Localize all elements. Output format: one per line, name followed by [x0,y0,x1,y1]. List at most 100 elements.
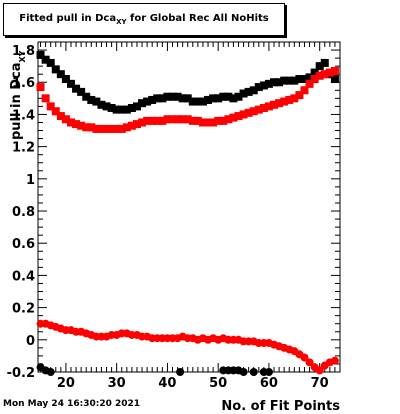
data-point [127,104,136,112]
data-point [158,116,167,125]
data-point [61,75,70,84]
data-point [209,94,218,103]
data-point [244,87,253,96]
series-4 [36,363,273,376]
data-point [41,55,50,64]
data-point [209,118,218,127]
data-point [168,115,177,124]
data-point [122,105,131,114]
data-point [183,94,192,103]
data-point [143,116,152,125]
svg-text:pull in DcaXY: pull in DcaXY [9,50,27,140]
data-point [315,62,324,71]
data-point [264,102,273,111]
data-point [280,76,289,85]
data-point [117,124,126,133]
data-point [193,116,202,125]
data-point [315,71,324,80]
data-point [214,116,223,125]
data-point [229,94,238,103]
data-point [97,100,106,109]
data-point [176,368,185,376]
data-point [259,81,268,90]
y-tick-label: 0.6 [12,237,35,252]
data-point [148,116,157,125]
data-point [112,105,121,114]
data-point [264,368,273,376]
data-point [61,115,70,124]
data-point [77,87,86,96]
plot-frame [37,41,341,373]
data-point [97,124,106,133]
y-tick-label: 0.8 [12,205,35,220]
data-point [285,95,294,104]
data-point [122,123,131,132]
data-point [219,92,228,101]
data-point [310,68,319,77]
data-point [188,116,197,125]
x-axis-label: No. of Fit Points [221,399,340,414]
data-point [300,353,309,362]
data-point [234,92,243,101]
data-point [178,94,187,103]
data-point [254,105,263,114]
data-point [275,78,284,87]
data-point [290,76,299,85]
data-point [46,102,55,111]
data-point [320,70,329,79]
data-point [92,124,101,133]
data-point [254,83,263,92]
data-point [138,99,147,108]
data-point [72,120,81,129]
data-point [234,112,243,121]
data-point [239,89,248,98]
y-tick-label: 1.8 [12,44,35,59]
data-point [224,92,233,101]
data-point [72,84,81,93]
data-point [112,124,121,133]
data-point [229,113,238,122]
data-point [300,75,309,84]
y-tick-label: 1 [26,173,35,188]
data-point [183,115,192,124]
data-point [87,95,96,104]
data-point [158,94,167,103]
data-point [285,76,294,85]
x-tick-label: 50 [209,376,227,391]
data-point [92,97,101,106]
x-tick-label: 40 [158,376,176,391]
data-point [280,97,289,106]
data-point [295,75,304,84]
data-point [264,79,273,88]
y-tick-label: 0 [26,334,35,349]
data-point [132,120,141,129]
data-point [239,110,248,119]
series-2 [36,66,339,133]
data-point [77,121,86,130]
y-tick-label: 0.2 [12,302,35,317]
data-point [219,116,228,125]
y-tick-label: 0.4 [12,269,35,284]
data-point [193,97,202,106]
data-point [173,115,182,124]
data-point [188,97,197,106]
chart-title: Fitted pull in DcaXY for Global Rec All … [19,13,269,26]
chart-title-box: Fitted pull in DcaXY for Global Rec All … [3,3,285,36]
data-point [87,123,96,132]
series-layer [36,50,339,376]
series-3 [36,319,339,375]
data-point [249,86,258,95]
data-point [198,97,207,106]
y-tick-label: 1.6 [12,76,35,91]
data-point [56,112,65,121]
y-axis: -0.2 0 0.2 0.4 0.6 0.8 1 1.2 1.4 1.6 1.8 [7,41,340,381]
data-point [143,97,152,106]
data-point [204,118,213,127]
data-point [46,58,55,67]
data-point [224,115,233,124]
data-point [138,118,147,127]
data-point [173,92,182,101]
data-point [320,58,329,67]
data-point [239,368,248,376]
data-point [127,121,136,130]
